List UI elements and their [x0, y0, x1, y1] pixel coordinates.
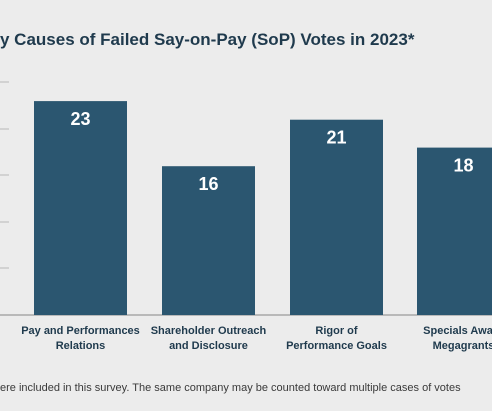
- bar-value-label: 21: [326, 128, 346, 148]
- bar-value-label: 23: [70, 109, 90, 129]
- bar-3: [290, 119, 383, 315]
- category-label: Megagrants: [433, 340, 492, 352]
- category-label: Shareholder Outreach: [151, 325, 267, 337]
- category-labels-group: Pay and Performances Relations Shareholder…: [21, 325, 492, 352]
- bar-1: [34, 101, 127, 315]
- bar-value-label: 16: [198, 174, 218, 194]
- footnote: ere included in this survey. The same co…: [0, 382, 461, 394]
- bars-group: 23 16 21 18: [34, 101, 492, 315]
- bar-4: [417, 147, 492, 315]
- category-label: Performance Goals: [286, 340, 387, 352]
- category-label: Specials Award: [423, 325, 492, 337]
- bar-2: [162, 166, 255, 315]
- category-label: Pay and Performances: [21, 325, 140, 337]
- category-label: Relations: [56, 340, 106, 352]
- category-label: and Disclosure: [169, 340, 248, 352]
- chart-title: y Causes of Failed Say-on-Pay (SoP) Vote…: [0, 30, 415, 49]
- bar-value-label: 18: [453, 156, 473, 176]
- category-label: Rigor of: [315, 325, 357, 337]
